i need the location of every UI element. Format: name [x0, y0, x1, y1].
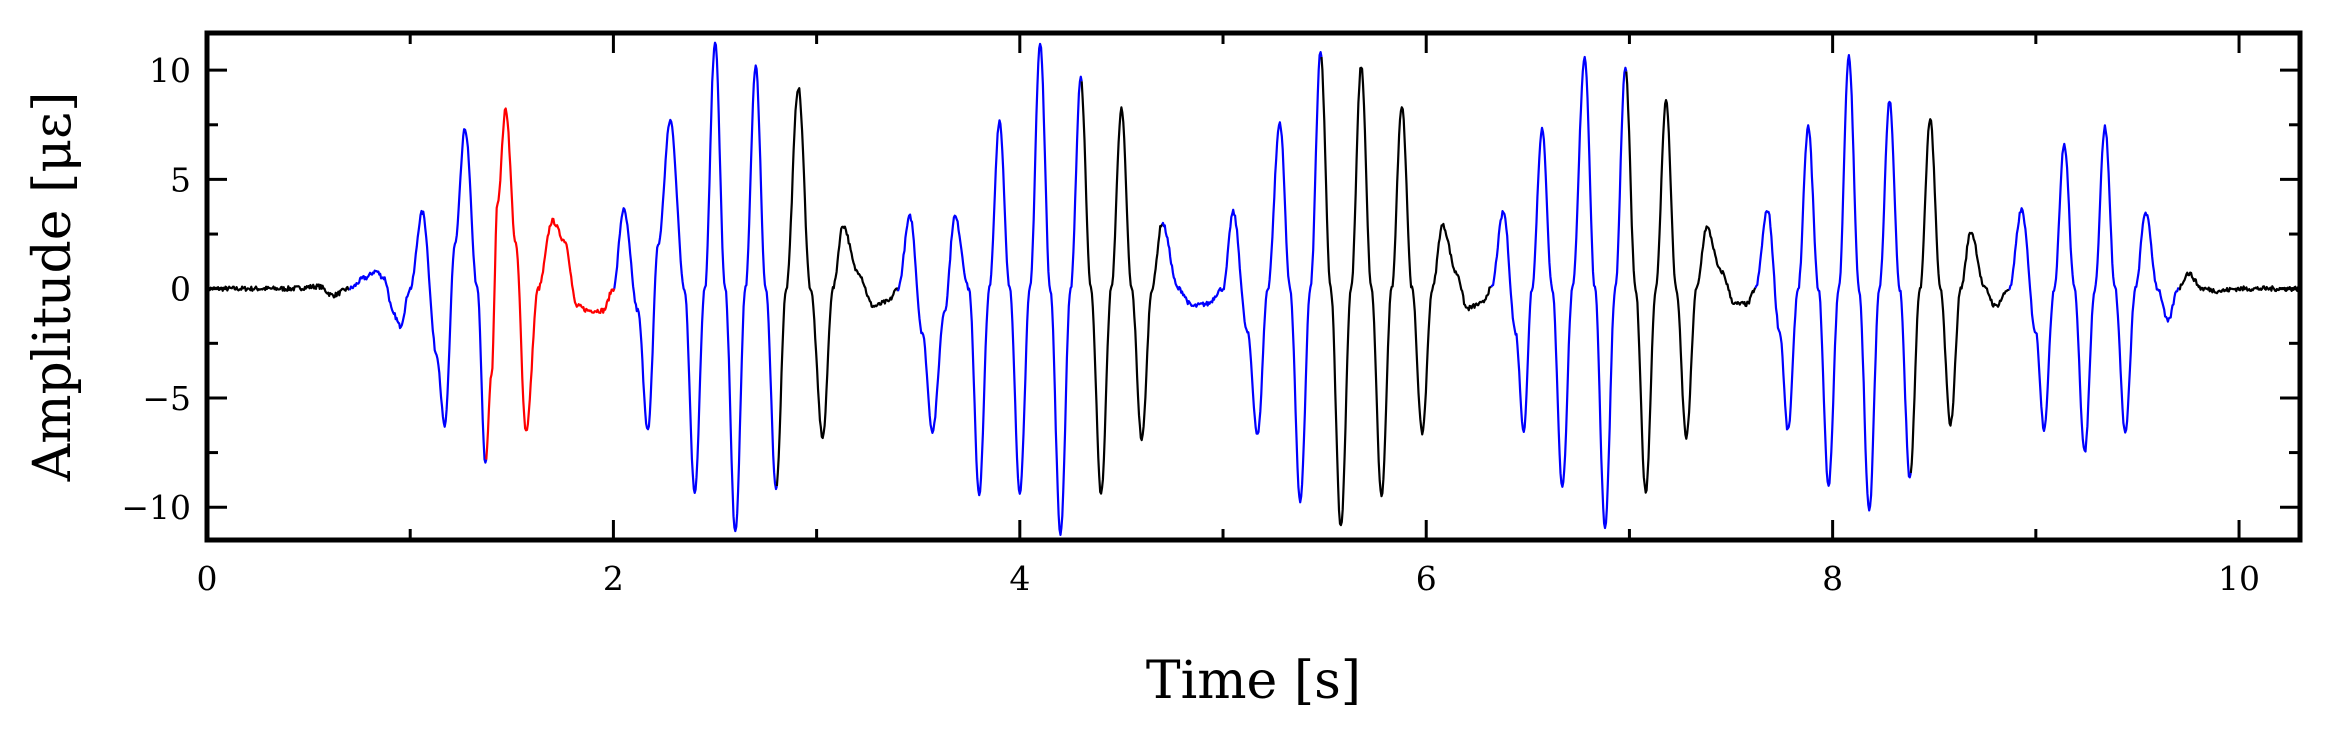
highlighted-signal-segment	[348, 128, 488, 464]
signal-segment	[1625, 71, 1757, 494]
signal-segment	[1080, 81, 1164, 495]
signal-segment	[775, 87, 899, 487]
highlighted-signal-segment	[1754, 53, 1912, 512]
x-tick-label: 2	[603, 559, 624, 598]
y-axis-label: Amplitude [με]	[23, 92, 83, 483]
y-tick-label: 10	[149, 51, 191, 90]
signal-segment	[1320, 56, 1492, 527]
signal-segment	[205, 283, 350, 299]
highlighted-signal-segment	[896, 42, 1083, 537]
tick-labels: 0 2 4 6 8 10 −10 −5 0 5 10	[121, 51, 2260, 598]
highlighted-signal-segment	[613, 41, 778, 533]
highlighted-signal-segment	[1161, 50, 1323, 504]
y-tick-label: 0	[170, 270, 191, 309]
x-tick-label: 6	[1416, 559, 1437, 598]
plot-frame	[204, 30, 2303, 543]
x-axis-label: Time [s]	[1146, 651, 1361, 711]
x-tick-label: 0	[197, 559, 218, 598]
y-tick-label: −5	[142, 379, 191, 418]
x-tick-label: 8	[1822, 559, 1843, 598]
highlighted-signal-segment	[2008, 124, 2180, 453]
highlighted-signal-segment	[485, 107, 616, 460]
y-tick-label: 5	[170, 160, 191, 199]
highlighted-signal-segment	[1490, 55, 1628, 530]
x-tick-label: 10	[2218, 559, 2260, 598]
signal-trace	[205, 41, 2301, 537]
signal-segment	[2178, 271, 2301, 295]
x-tick-label: 4	[1009, 559, 1030, 598]
y-tick-label: −10	[121, 488, 191, 527]
signal-segment	[1909, 118, 2010, 474]
